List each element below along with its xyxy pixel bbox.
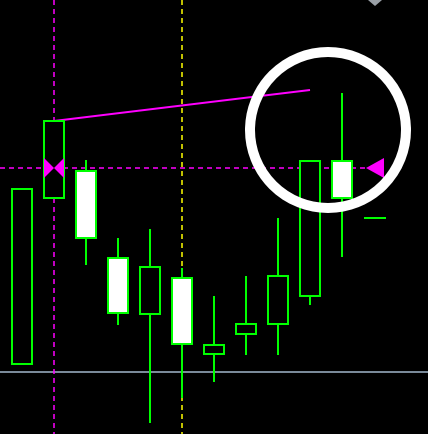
candle-body [139, 266, 161, 315]
candle-body [235, 323, 257, 335]
candle-body [299, 160, 321, 297]
marker [366, 158, 384, 178]
candle-body [267, 275, 289, 325]
candles [11, 93, 353, 423]
marker [54, 158, 64, 178]
candle-body [171, 277, 193, 345]
candle-body [203, 344, 225, 355]
candle-body [75, 170, 97, 239]
candle-body [331, 160, 353, 199]
candle-body [107, 257, 129, 314]
scroll-marker [368, 0, 382, 6]
marker [44, 158, 54, 178]
candle-body [11, 188, 33, 365]
trend-line [53, 89, 311, 122]
highlight-circle [245, 47, 411, 213]
candle-body [43, 120, 65, 199]
